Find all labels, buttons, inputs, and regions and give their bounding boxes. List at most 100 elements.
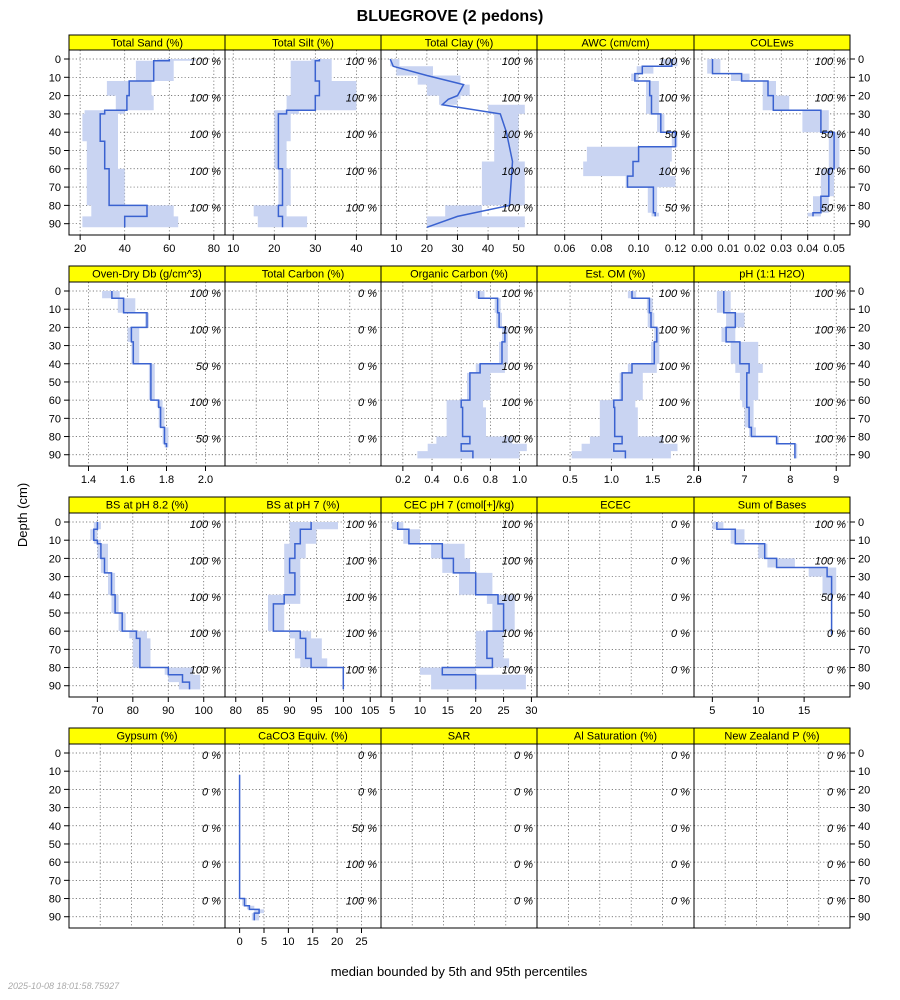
x-tick-label: 30	[525, 705, 537, 717]
x-tick-label: 0.6	[454, 474, 469, 486]
median-line	[396, 522, 505, 690]
coverage-label: 100 %	[190, 129, 221, 141]
x-tick-label: 2.0	[198, 474, 213, 486]
coverage-label: 100 %	[346, 519, 377, 531]
panel-strip-label: Oven-Dry Db (g/cm^3)	[92, 269, 202, 281]
y-tick-label: 70	[49, 413, 61, 425]
coverage-label: 100 %	[502, 434, 533, 446]
x-tick-label: 0.02	[744, 243, 765, 255]
panel-strip-label: SAR	[448, 731, 471, 743]
coverage-label: 50 %	[665, 202, 690, 214]
coverage-label: 100 %	[190, 628, 221, 640]
panel-strip-label: Total Clay (%)	[425, 38, 493, 50]
percentile-band	[253, 59, 357, 228]
panel-strip-label: Organic Carbon (%)	[410, 269, 508, 281]
y-tick-label: 70	[858, 182, 870, 194]
x-tick-label: 1.0	[604, 474, 619, 486]
coverage-label: 100 %	[346, 56, 377, 68]
x-tick-label: 10	[414, 705, 426, 717]
median-line	[93, 522, 191, 690]
coverage-label: 100 %	[502, 129, 533, 141]
percentile-band	[716, 291, 798, 459]
coverage-label: 50 %	[821, 592, 846, 604]
panel: Sum of Bases 100 % 100 % 50 % 0 % 0 % 5 10 15 0 10…	[693, 496, 870, 717]
coverage-label: 100 %	[815, 288, 846, 300]
y-tick-label: 50	[858, 839, 870, 851]
y-tick-label: 30	[858, 803, 870, 815]
x-tick-label: 0.04	[797, 243, 818, 255]
coverage-label: 0 %	[358, 361, 377, 373]
x-tick-label: 0	[237, 936, 243, 948]
y-tick-label: 80	[49, 200, 61, 212]
panel: Total Clay (%) 100 % 100 % 100 % 100 % 100 % 1…	[380, 34, 538, 255]
y-tick-label: 20	[858, 322, 870, 334]
x-tick-label: 6	[696, 474, 702, 486]
coverage-label: 0 %	[671, 859, 690, 871]
x-tick-label: 0.2	[395, 474, 410, 486]
x-tick-label: 100	[334, 705, 352, 717]
y-tick-label: 70	[858, 644, 870, 656]
coverage-label: 100 %	[502, 56, 533, 68]
y-tick-label: 90	[49, 219, 61, 231]
panel: Total Sand (%) 100 % 100 % 100 % 100 % 100 % 2…	[49, 34, 226, 255]
coverage-label: 0 %	[671, 750, 690, 762]
y-tick-label: 20	[49, 784, 61, 796]
x-tick-label: 0.10	[628, 243, 649, 255]
panel-strip-label: Sum of Bases	[738, 500, 807, 512]
coverage-label: 50 %	[196, 434, 221, 446]
coverage-label: 0 %	[202, 786, 221, 798]
y-tick-label: 30	[858, 109, 870, 121]
panel: COLEws 100 % 100 % 50 % 100 % 50 % 0.00 0.01 0.0…	[691, 34, 870, 255]
panel: SAR 0 % 0 % 0 % 0 % 0 %	[380, 727, 538, 929]
y-tick-label: 90	[858, 450, 870, 462]
x-tick-label: 0.08	[591, 243, 612, 255]
panel-strip-label: COLEws	[750, 38, 794, 50]
coverage-label: 0 %	[827, 786, 846, 798]
coverage-label: 100 %	[346, 166, 377, 178]
percentile-band	[712, 522, 837, 635]
x-axis-title: median bounded by 5th and 95th percentil…	[331, 964, 588, 979]
x-tick-label: 95	[310, 705, 322, 717]
coverage-label: 0 %	[358, 750, 377, 762]
coverage-label: 100 %	[190, 397, 221, 409]
coverage-label: 0 %	[671, 896, 690, 908]
y-tick-label: 0	[55, 286, 61, 298]
y-tick-label: 10	[49, 766, 61, 778]
x-tick-label: 15	[442, 705, 454, 717]
coverage-label: 0 %	[671, 519, 690, 531]
coverage-label: 0 %	[827, 628, 846, 640]
x-tick-label: 10	[752, 705, 764, 717]
x-tick-label: 0.8	[483, 474, 498, 486]
y-tick-label: 10	[49, 304, 61, 316]
coverage-label: 0 %	[827, 823, 846, 835]
coverage-label: 100 %	[502, 93, 533, 105]
coverage-label: 100 %	[815, 397, 846, 409]
coverage-label: 100 %	[502, 628, 533, 640]
x-tick-label: 5	[709, 705, 715, 717]
panel: New Zealand P (%) 0 % 0 % 0 % 0 % 0 % 0 10 20 30 4…	[693, 727, 870, 929]
coverage-label: 100 %	[346, 129, 377, 141]
coverage-label: 0 %	[202, 750, 221, 762]
x-tick-label: 85	[257, 705, 269, 717]
coverage-label: 100 %	[502, 592, 533, 604]
median-line	[389, 58, 514, 229]
coverage-label: 100 %	[815, 519, 846, 531]
median-line	[272, 522, 345, 690]
x-tick-label: 15	[798, 705, 810, 717]
panel: ECEC 0 % 0 % 0 % 0 % 0 %	[536, 496, 695, 698]
y-tick-label: 90	[49, 450, 61, 462]
y-tick-label: 10	[49, 535, 61, 547]
x-tick-label: 105	[361, 705, 379, 717]
y-axis-title: Depth (cm)	[15, 483, 30, 547]
coverage-label: 0 %	[358, 324, 377, 336]
y-tick-label: 90	[858, 912, 870, 924]
x-tick-label: 5	[389, 705, 395, 717]
y-tick-label: 0	[55, 54, 61, 66]
y-tick-label: 80	[858, 432, 870, 444]
x-tick-label: 2.0	[686, 474, 701, 486]
coverage-label: 0 %	[827, 665, 846, 677]
coverage-label: 0 %	[358, 288, 377, 300]
y-tick-label: 80	[49, 432, 61, 444]
median-line	[460, 291, 506, 459]
